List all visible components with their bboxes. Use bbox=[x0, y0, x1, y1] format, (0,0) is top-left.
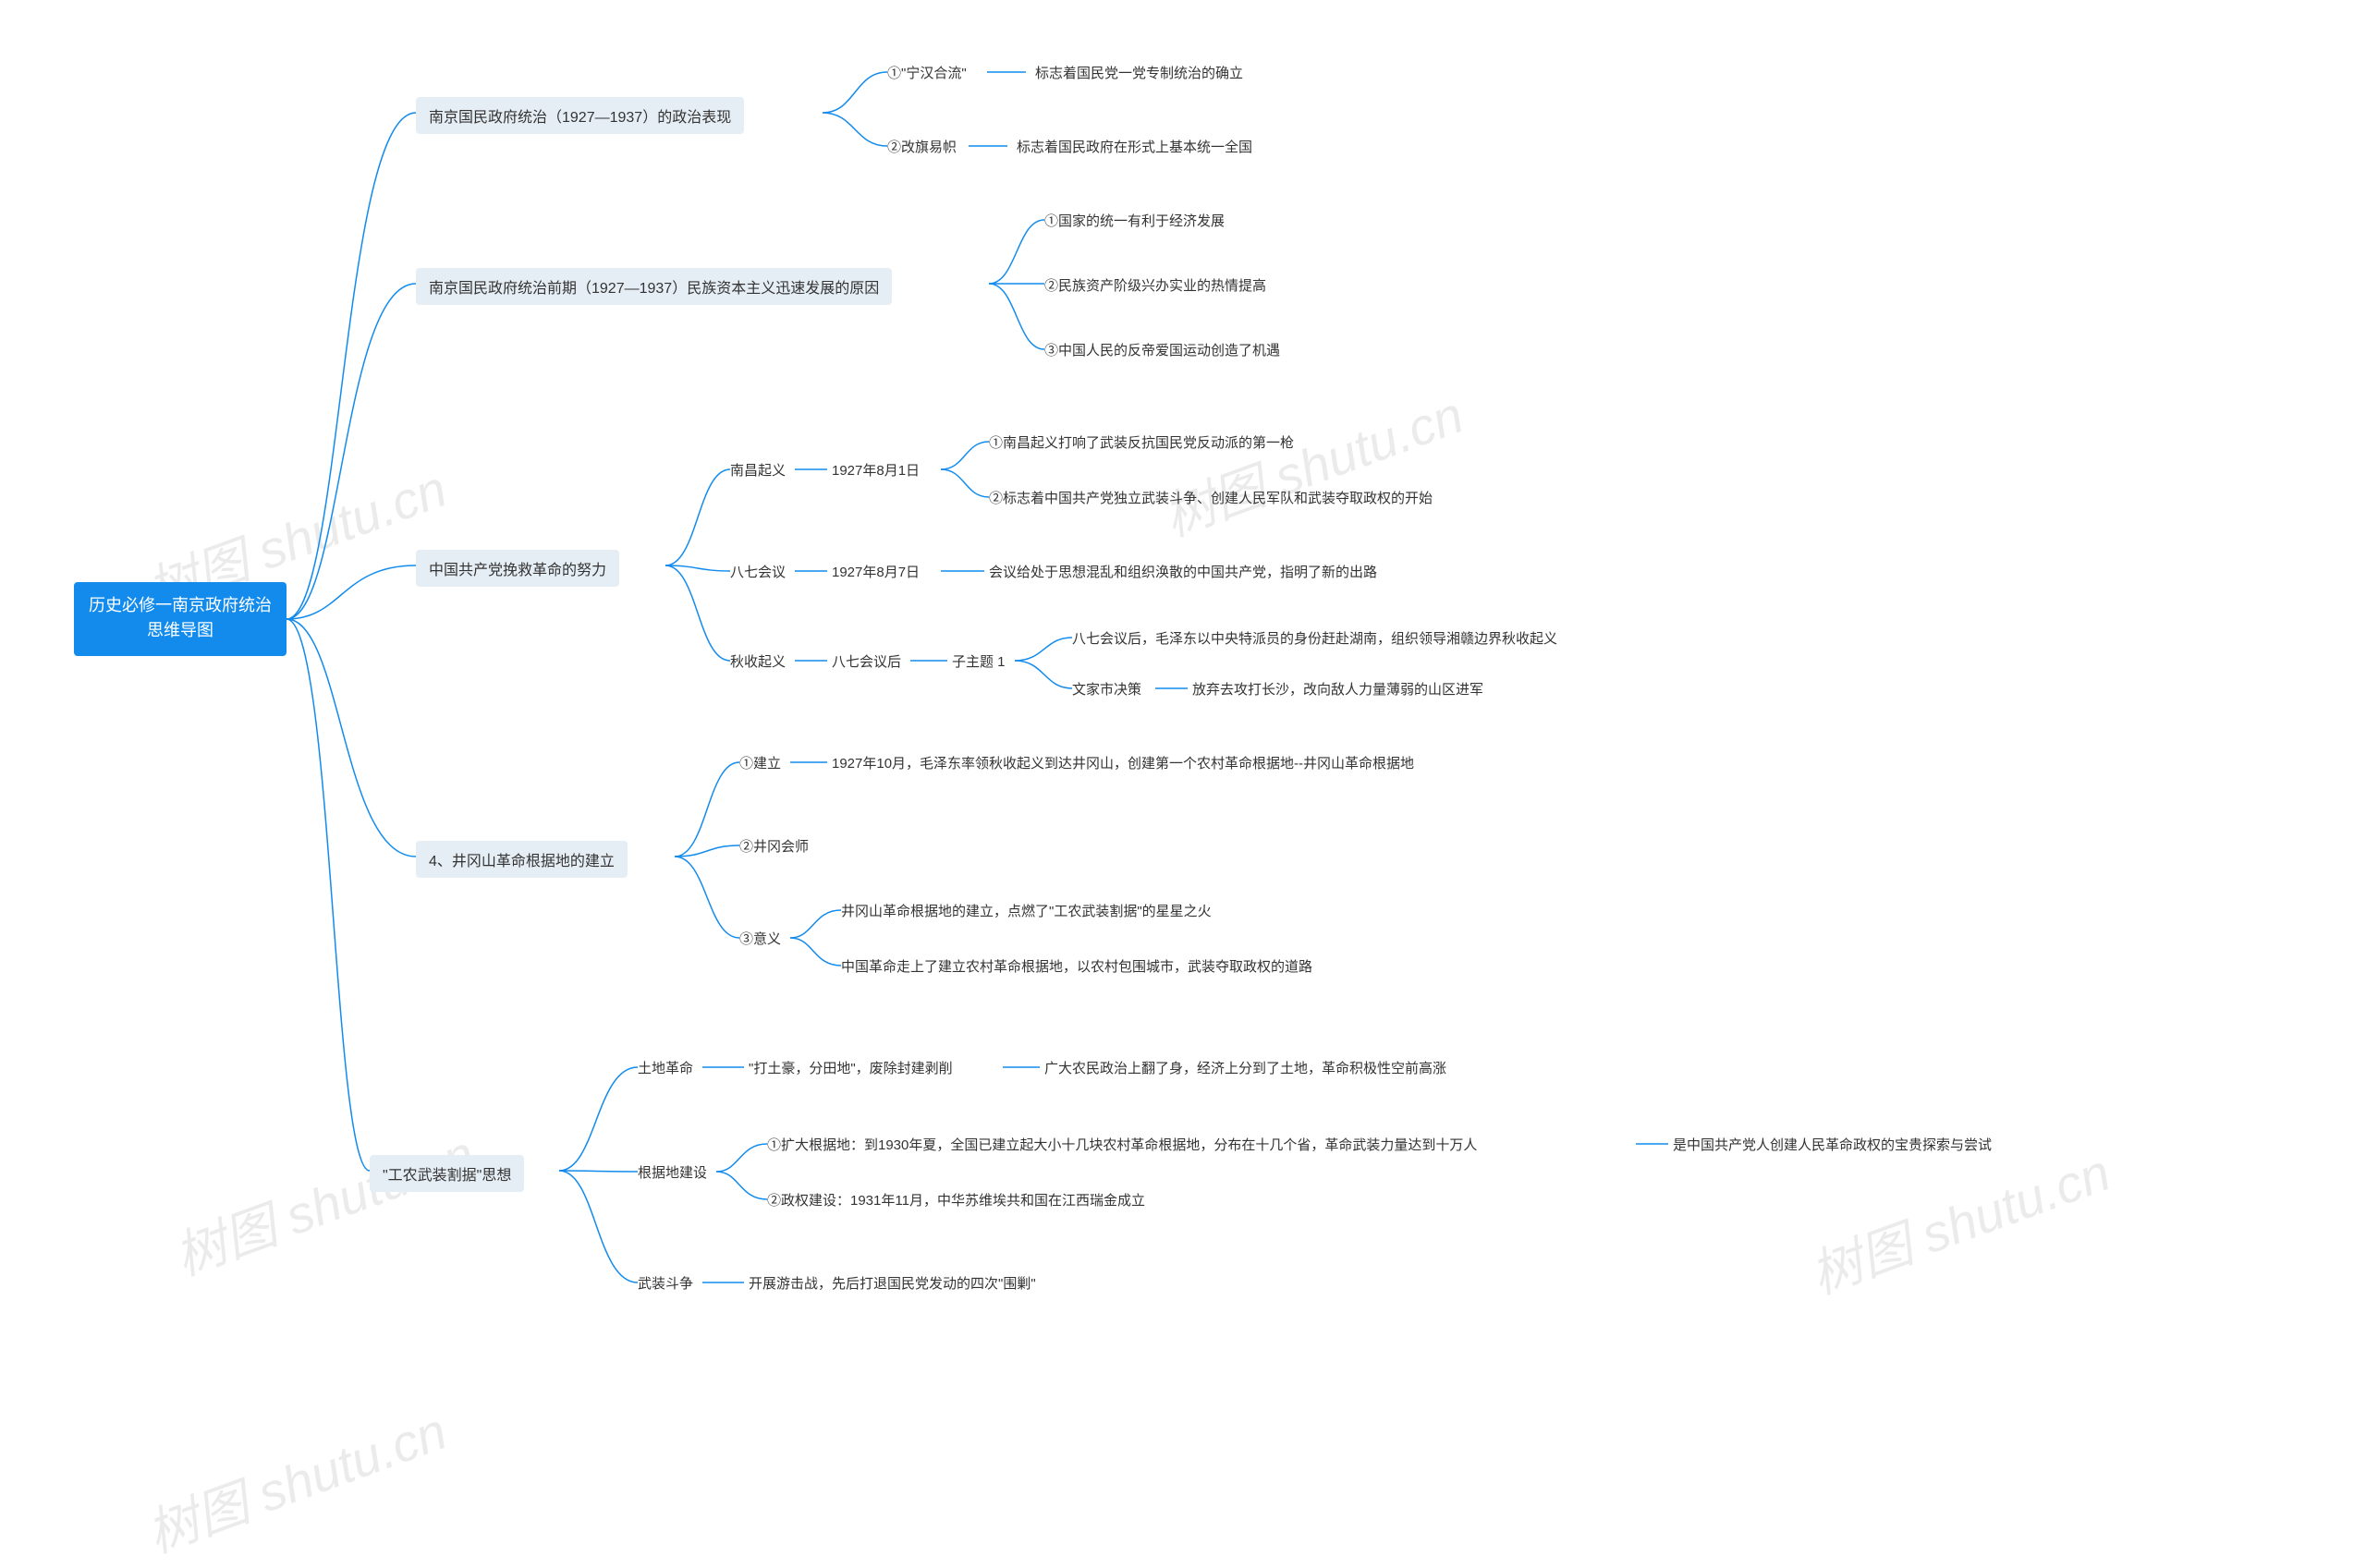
b5-c1: 土地革命 bbox=[638, 1058, 693, 1077]
branch-economy: 南京国民政府统治前期（1927—1937）民族资本主义迅速发展的原因 bbox=[416, 268, 892, 305]
b2-c3: ③中国人民的反帝爱国运动创造了机遇 bbox=[1044, 340, 1280, 359]
b3-c3: 秋收起义 bbox=[730, 651, 786, 671]
b4-c2: ②井冈会师 bbox=[739, 836, 809, 856]
b4-c3: ③意义 bbox=[739, 929, 781, 948]
root-line2: 思维导图 bbox=[147, 621, 213, 639]
b5-c2-d1: ①扩大根据地：到1930年夏，全国已建立起大小十几块农村革命根据地，分布在十几个… bbox=[767, 1135, 1477, 1154]
b1-c1-detail: 标志着国民党一党专制统治的确立 bbox=[1035, 63, 1243, 82]
root-node: 历史必修一南京政府统治 思维导图 bbox=[74, 582, 287, 656]
watermark: 树图 shutu.cn bbox=[1799, 1131, 2119, 1308]
b5-c1-detail: 广大农民政治上翻了身，经济上分到了土地，革命积极性空前高涨 bbox=[1044, 1058, 1446, 1077]
b3-c1-d1: ①南昌起义打响了武装反抗国民党反动派的第一枪 bbox=[989, 432, 1294, 452]
b3-c2: 八七会议 bbox=[730, 562, 786, 581]
b1-c2-detail: 标志着国民政府在形式上基本统一全国 bbox=[1017, 137, 1252, 156]
b5-c1-sub: "打土豪，分田地"，废除封建剥削 bbox=[749, 1058, 953, 1077]
b1-c2: ②改旗易帜 bbox=[887, 137, 957, 156]
b3-c1-d2: ②标志着中国共产党独立武装斗争、创建人民军队和武装夺取政权的开始 bbox=[989, 488, 1433, 507]
branch-political: 南京国民政府统治（1927—1937）的政治表现 bbox=[416, 97, 744, 134]
b4-c3-d2: 中国革命走上了建立农村革命根据地，以农村包围城市，武装夺取政权的道路 bbox=[841, 956, 1312, 976]
b5-c2: 根据地建设 bbox=[638, 1162, 707, 1182]
b4-c1-detail: 1927年10月，毛泽东率领秋收起义到达井冈山，创建第一个农村革命根据地--井冈… bbox=[832, 753, 1414, 772]
b3-c3-d1: 八七会议后，毛泽东以中央特派员的身份赶赴湖南，组织领导湘赣边界秋收起义 bbox=[1072, 628, 1557, 648]
b3-c1-date: 1927年8月1日 bbox=[832, 460, 920, 480]
b5-c3: 武装斗争 bbox=[638, 1273, 693, 1293]
b3-c3-sub2: 子主题 1 bbox=[952, 651, 1006, 671]
b5-c3-detail: 开展游击战，先后打退国民党发动的四次"围剿" bbox=[749, 1273, 1036, 1293]
watermark: 树图 shutu.cn bbox=[1152, 373, 1472, 551]
watermark: 树图 shutu.cn bbox=[135, 1390, 456, 1567]
branch-ccp-efforts: 中国共产党挽救革命的努力 bbox=[416, 550, 619, 587]
branch-jinggangshan: 4、井冈山革命根据地的建立 bbox=[416, 841, 628, 878]
b3-c3-d2-detail: 放弃去攻打长沙，改向敌人力量薄弱的山区进军 bbox=[1192, 679, 1483, 699]
b2-c2: ②民族资产阶级兴办实业的热情提高 bbox=[1044, 275, 1266, 295]
b4-c1: ①建立 bbox=[739, 753, 781, 772]
b3-c3-d2: 文家市决策 bbox=[1072, 679, 1141, 699]
watermark: 树图 shutu.cn bbox=[163, 1112, 483, 1290]
b3-c1: 南昌起义 bbox=[730, 460, 786, 480]
b3-c2-detail: 会议给处于思想混乱和组织涣散的中国共产党，指明了新的出路 bbox=[989, 562, 1377, 581]
b5-c2-d1-detail: 是中国共产党人创建人民革命政权的宝贵探索与尝试 bbox=[1673, 1135, 1992, 1154]
b4-c3-d1: 井冈山革命根据地的建立，点燃了"工农武装割据"的星星之火 bbox=[841, 901, 1212, 920]
branch-geju-thought: "工农武装割据"思想 bbox=[370, 1155, 524, 1192]
b5-c2-d2: ②政权建设：1931年11月，中华苏维埃共和国在江西瑞金成立 bbox=[767, 1190, 1145, 1209]
b3-c2-date: 1927年8月7日 bbox=[832, 562, 920, 581]
b3-c3-sub: 八七会议后 bbox=[832, 651, 901, 671]
b1-c1: ①"宁汉合流" bbox=[887, 63, 967, 82]
b2-c1: ①国家的统一有利于经济发展 bbox=[1044, 211, 1225, 230]
root-line1: 历史必修一南京政府统治 bbox=[89, 596, 272, 614]
